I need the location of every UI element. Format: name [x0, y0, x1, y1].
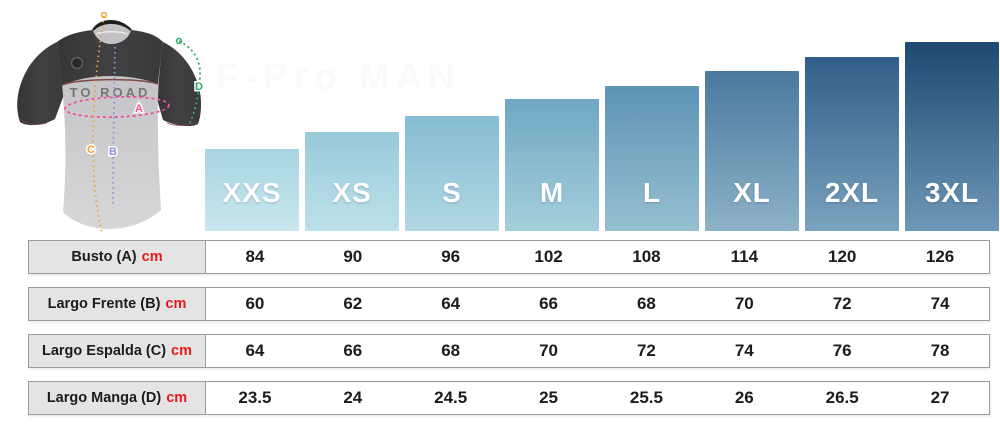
value-cell: 76 — [832, 341, 852, 360]
row-unit: cm — [171, 343, 193, 359]
jersey-left-cuff-trim — [19, 118, 48, 125]
measure-a-line — [64, 95, 170, 119]
value-cell: 74 — [930, 294, 950, 313]
table-row: Busto (A) cm 84 90 96 102 108 114 120 126 — [28, 240, 990, 274]
measure-a-label: A — [135, 103, 143, 115]
value-cell: 25.5 — [629, 388, 663, 407]
size-bar-3xl: 3XL — [905, 42, 999, 231]
row-values: 64 66 68 70 72 74 76 78 — [206, 335, 989, 367]
measure-d-label: D — [195, 81, 203, 93]
value-cell: 120 — [828, 247, 857, 266]
size-bar-label: XXS — [222, 177, 282, 208]
jersey-illustration: TO ROAD A B C D — [17, 11, 205, 233]
row-label: Busto (A) cm — [29, 241, 206, 273]
size-bar-label: M — [539, 177, 565, 208]
size-bar-label: 2XL — [824, 177, 880, 208]
measure-c-marker — [100, 11, 108, 19]
measure-c-label: C — [87, 144, 95, 156]
jersey-collar-inside — [93, 24, 131, 44]
size-bars: XXS XS S M L XL 2XL 3XL — [205, 0, 1000, 231]
value-cell: 114 — [730, 247, 759, 266]
chest-logo — [70, 56, 84, 70]
size-bar-label: S — [442, 177, 462, 208]
value-cell: 68 — [441, 341, 461, 360]
value-cell: 60 — [245, 294, 265, 313]
row-label-text: Largo Manga (D) — [46, 390, 162, 406]
value-cell: 126 — [925, 247, 955, 266]
size-bar-l: L — [605, 86, 699, 231]
measure-d-marker — [175, 37, 183, 45]
value-cell: 90 — [343, 247, 363, 266]
jersey-right-sleeve — [155, 42, 202, 127]
measurements-table: Busto (A) cm 84 90 96 102 108 114 120 126 Largo Fr… — [28, 240, 990, 428]
jersey-seam-line — [61, 78, 159, 86]
size-bar-xxs: XXS — [205, 149, 299, 231]
row-values: 60 62 64 66 68 70 72 74 — [206, 288, 989, 320]
value-cell: 96 — [441, 247, 461, 266]
value-cell: 74 — [734, 341, 754, 360]
jersey-dark-yoke — [57, 30, 163, 85]
row-label: Largo Manga (D) cm — [29, 382, 206, 414]
value-cell: 25 — [539, 388, 559, 407]
value-cell: 84 — [245, 247, 265, 266]
size-bar-label: XL — [733, 177, 771, 208]
jersey-right-cuff-trim — [166, 120, 198, 126]
row-label-text: Largo Espalda (C) — [41, 343, 167, 359]
row-unit: cm — [165, 296, 187, 312]
size-bar-xs: XS — [305, 132, 399, 231]
table-row: Largo Espalda (C) cm 64 66 68 70 72 74 76 78 — [28, 334, 990, 368]
size-bar-s: S — [405, 116, 499, 231]
value-cell: 70 — [734, 294, 754, 313]
value-cell: 72 — [832, 294, 852, 313]
row-values: 23.5 24 24.5 25 25.5 26 26.5 27 — [206, 382, 989, 414]
value-cell: 24.5 — [434, 388, 468, 407]
value-cell: 64 — [245, 341, 265, 360]
value-cell: 23.5 — [238, 388, 272, 407]
table-row: Largo Manga (D) cm 23.5 24 24.5 25 25.5 26 26.5 2… — [28, 381, 990, 415]
value-cell: 62 — [343, 294, 363, 313]
row-label-text: Busto (A) — [71, 249, 137, 265]
size-bar-m: M — [505, 99, 599, 231]
value-cell: 27 — [930, 388, 950, 407]
row-label-text: Largo Frente (B) — [47, 296, 161, 312]
measure-b-label: B — [109, 146, 117, 158]
size-bar-label: 3XL — [924, 177, 980, 208]
measure-d-line — [178, 40, 201, 126]
row-label: Largo Espalda (C) cm — [29, 335, 206, 367]
value-cell: 68 — [636, 294, 656, 313]
value-cell: 26 — [734, 388, 754, 407]
table-row: Largo Frente (B) cm 60 62 64 66 68 70 72 74 — [28, 287, 990, 321]
size-bar-label: XS — [332, 177, 372, 208]
value-cell: 70 — [539, 341, 559, 360]
value-cell: 66 — [539, 294, 559, 313]
value-cell: 26.5 — [825, 388, 859, 407]
jersey-left-sleeve — [17, 42, 65, 126]
value-cell: 64 — [441, 294, 461, 313]
row-unit: cm — [166, 390, 188, 406]
size-bar-2xl: 2XL — [805, 57, 899, 231]
value-cell: 102 — [534, 247, 563, 266]
value-cell: 72 — [636, 341, 656, 360]
measure-c-line — [92, 15, 105, 233]
value-cell: 78 — [930, 341, 950, 360]
size-bar-xl: XL — [705, 71, 799, 231]
row-unit: cm — [141, 249, 163, 265]
value-cell: 66 — [343, 341, 363, 360]
jersey-collar-stripe — [95, 31, 129, 35]
value-cell: 108 — [632, 247, 661, 266]
row-values: 84 90 96 102 108 114 120 126 — [206, 241, 989, 273]
value-cell: 24 — [343, 388, 363, 407]
row-label: Largo Frente (B) cm — [29, 288, 206, 320]
size-bar-label: L — [642, 177, 662, 208]
